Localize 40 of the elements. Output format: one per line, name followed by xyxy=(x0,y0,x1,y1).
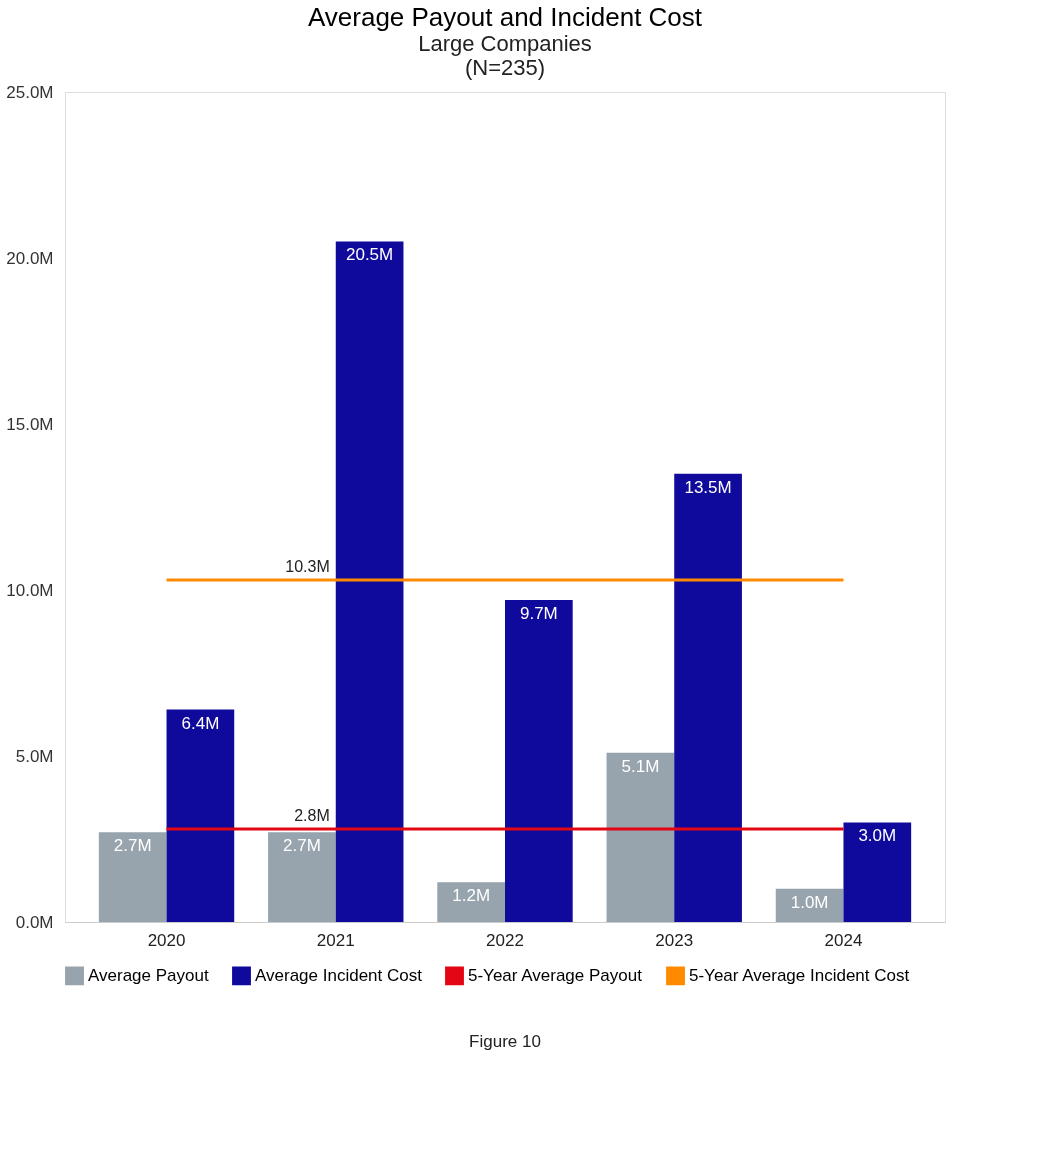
bar xyxy=(437,882,505,922)
x-tick-label: 2023 xyxy=(655,930,694,950)
annotation: 2.8M xyxy=(294,807,330,825)
y-tick-label: 10.0M xyxy=(6,580,54,600)
legend-label: 5-Year Average Incident Cost xyxy=(689,965,910,985)
bar xyxy=(505,599,573,922)
bar xyxy=(606,752,675,922)
chart-subtitle: Large Companies xyxy=(418,31,592,56)
bar xyxy=(674,473,742,922)
data-label: 13.5M xyxy=(684,477,732,497)
data-label: 20.5M xyxy=(345,245,394,265)
y-tick-label: 20.0M xyxy=(6,248,54,268)
data-label: 9.7M xyxy=(519,603,558,623)
text: (N=235) xyxy=(464,55,546,80)
caption: Figure 10 xyxy=(469,1032,541,1051)
data-label: 3.0M xyxy=(858,826,897,846)
legend-label: 5-Year Average Payout xyxy=(468,965,643,985)
x-tick-label: 2022 xyxy=(486,930,524,950)
x-tick-label: 2021 xyxy=(316,930,355,950)
annotation: 10.3M xyxy=(285,558,330,576)
data-label: 2.7M xyxy=(113,836,152,856)
legend-label: Average Incident Cost xyxy=(255,965,423,985)
bar xyxy=(98,832,167,922)
legend-label: Average Payout xyxy=(88,965,209,985)
bar xyxy=(166,709,235,922)
y-tick-label: 5.0M xyxy=(15,746,54,766)
y-tick-label: 25.0M xyxy=(6,82,54,102)
data-label: 1.2M xyxy=(452,886,491,906)
data-label: 6.4M xyxy=(181,713,220,733)
bar xyxy=(335,241,404,922)
chart-title: Average Payout and Incident Cost xyxy=(307,2,703,32)
data-label: 5.1M xyxy=(621,756,660,776)
x-tick-label: 2020 xyxy=(147,930,186,950)
y-tick-label: 0.0M xyxy=(15,912,54,932)
data-label: 2.7M xyxy=(283,836,321,856)
bar xyxy=(843,822,912,922)
data-label: 1.0M xyxy=(790,892,829,912)
x-tick-label: 2024 xyxy=(824,930,863,950)
bar xyxy=(268,832,336,922)
y-tick-label: 15.0M xyxy=(6,414,54,434)
